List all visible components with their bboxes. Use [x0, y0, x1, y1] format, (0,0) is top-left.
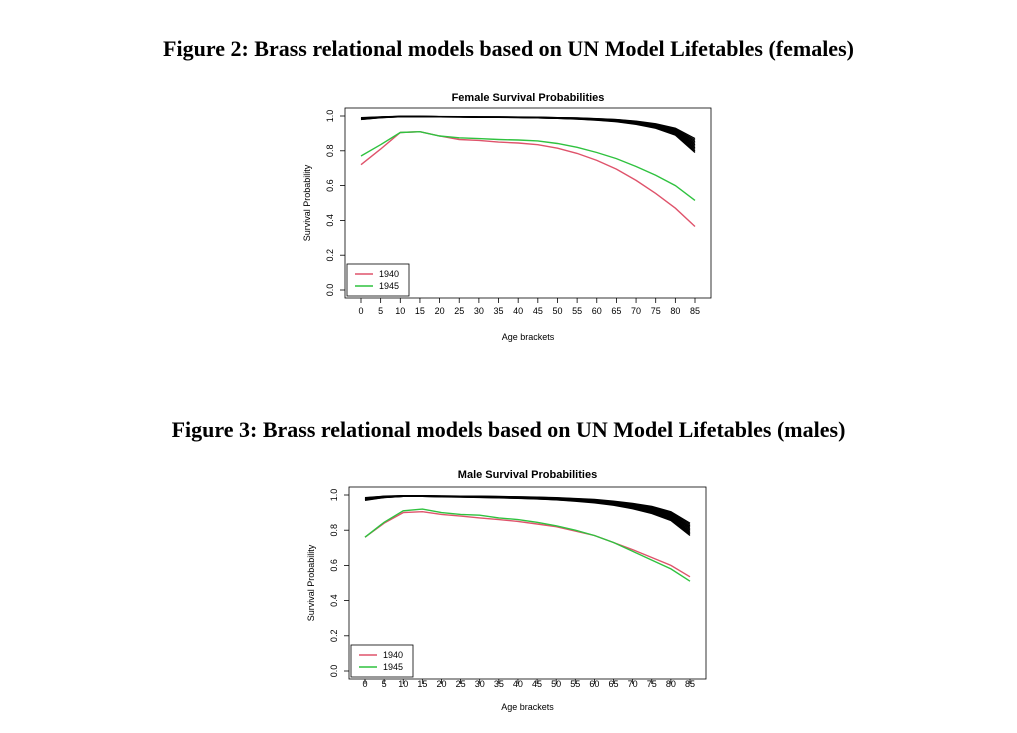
x-tick-label: 35: [494, 679, 504, 689]
x-tick-label: 5: [378, 306, 383, 316]
x-tick-label: 30: [474, 306, 484, 316]
legend-label-1940: 1940: [379, 269, 399, 279]
series-line-1940: [360, 130, 696, 228]
model-line-10: [364, 495, 691, 537]
model-line-8: [364, 495, 691, 534]
x-tick-label: 70: [631, 306, 641, 316]
x-tick-label: 0: [362, 679, 367, 689]
y-tick-label: 0.0: [329, 665, 339, 678]
x-tick-label: 40: [513, 306, 523, 316]
y-tick-label: 0.6: [329, 559, 339, 572]
model-line-3: [360, 115, 696, 143]
figure-2-caption: Figure 2: Brass relational models based …: [163, 36, 854, 61]
x-tick-label: 85: [685, 679, 695, 689]
x-tick-label: 10: [395, 306, 405, 316]
x-tick-label: 50: [552, 306, 562, 316]
x-tick-label: 80: [670, 306, 680, 316]
y-tick-label: 0.2: [329, 630, 339, 643]
x-tick-label: 10: [398, 679, 408, 689]
x-tick-label: 65: [611, 306, 621, 316]
x-tick-label: 55: [570, 679, 580, 689]
y-tick-label: 0.6: [325, 179, 335, 192]
model-line-10: [360, 116, 696, 153]
x-tick-label: 60: [589, 679, 599, 689]
x-tick-label: 75: [651, 306, 661, 316]
figure-3-caption: Figure 3: Brass relational models based …: [171, 417, 846, 442]
x-tick-label: 60: [592, 306, 602, 316]
legend-label-1945: 1945: [383, 662, 403, 672]
x-tick-label: 20: [436, 679, 446, 689]
chart-title: Female Survival Probabilities: [452, 92, 605, 104]
x-axis-label: Age brackets: [502, 332, 555, 342]
x-tick-label: 80: [666, 679, 676, 689]
model-line-4: [360, 115, 696, 144]
chart-title: Male Survival Probabilities: [458, 469, 597, 481]
y-axis-label: Survival Probability: [306, 544, 316, 621]
male-survival-chart: Male Survival Probabilities 0 5 10 15 20 25 30 3…: [306, 469, 707, 712]
x-tick-label: 20: [435, 306, 445, 316]
x-tick-label: 25: [454, 306, 464, 316]
model-line-1: [360, 115, 696, 140]
y-tick-label: 0.4: [329, 594, 339, 607]
legend-label-1940: 1940: [383, 650, 403, 660]
x-tick-label: 0: [358, 306, 363, 316]
x-tick-label: 55: [572, 306, 582, 316]
x-tick-label: 75: [647, 679, 657, 689]
x-tick-label: 50: [551, 679, 561, 689]
x-tick-label: 30: [475, 679, 485, 689]
x-tick-label: 15: [417, 679, 427, 689]
legend-box: [350, 644, 414, 678]
x-tick-label: 5: [382, 679, 387, 689]
legend-label-1945: 1945: [379, 281, 399, 291]
y-tick-label: 0.2: [325, 249, 335, 262]
model-line-9: [364, 495, 691, 535]
model-line-2: [360, 115, 696, 141]
x-tick-label: 40: [513, 679, 523, 689]
plot-frame: [344, 107, 712, 299]
y-tick-label: 0.8: [329, 524, 339, 537]
y-tick-label: 1.0: [325, 110, 335, 123]
model-line-6: [364, 495, 691, 531]
x-axis-label: Age brackets: [501, 702, 554, 712]
y-tick-label: 0.4: [325, 214, 335, 227]
x-tick-label: 35: [494, 306, 504, 316]
y-axis-label: Survival Probability: [302, 164, 312, 241]
plot-frame: [348, 486, 707, 680]
x-tick-label: 85: [690, 306, 700, 316]
legend-box: [346, 263, 410, 297]
x-tick-label: 65: [609, 679, 619, 689]
x-tick-label: 25: [456, 679, 466, 689]
y-tick-label: 0.0: [325, 284, 335, 297]
series-line-1940: [364, 510, 691, 578]
y-tick-label: 0.8: [325, 145, 335, 158]
female-survival-chart: Female Survival Probabilities 0 5 10 15 20 25 3…: [302, 92, 712, 342]
series-line-1945: [364, 508, 691, 582]
x-tick-label: 45: [533, 306, 543, 316]
series-line-1945: [360, 130, 696, 201]
x-tick-label: 45: [532, 679, 542, 689]
x-tick-label: 15: [415, 306, 425, 316]
x-tick-label: 70: [628, 679, 638, 689]
model-line-7: [364, 495, 691, 532]
y-tick-label: 1.0: [329, 489, 339, 502]
